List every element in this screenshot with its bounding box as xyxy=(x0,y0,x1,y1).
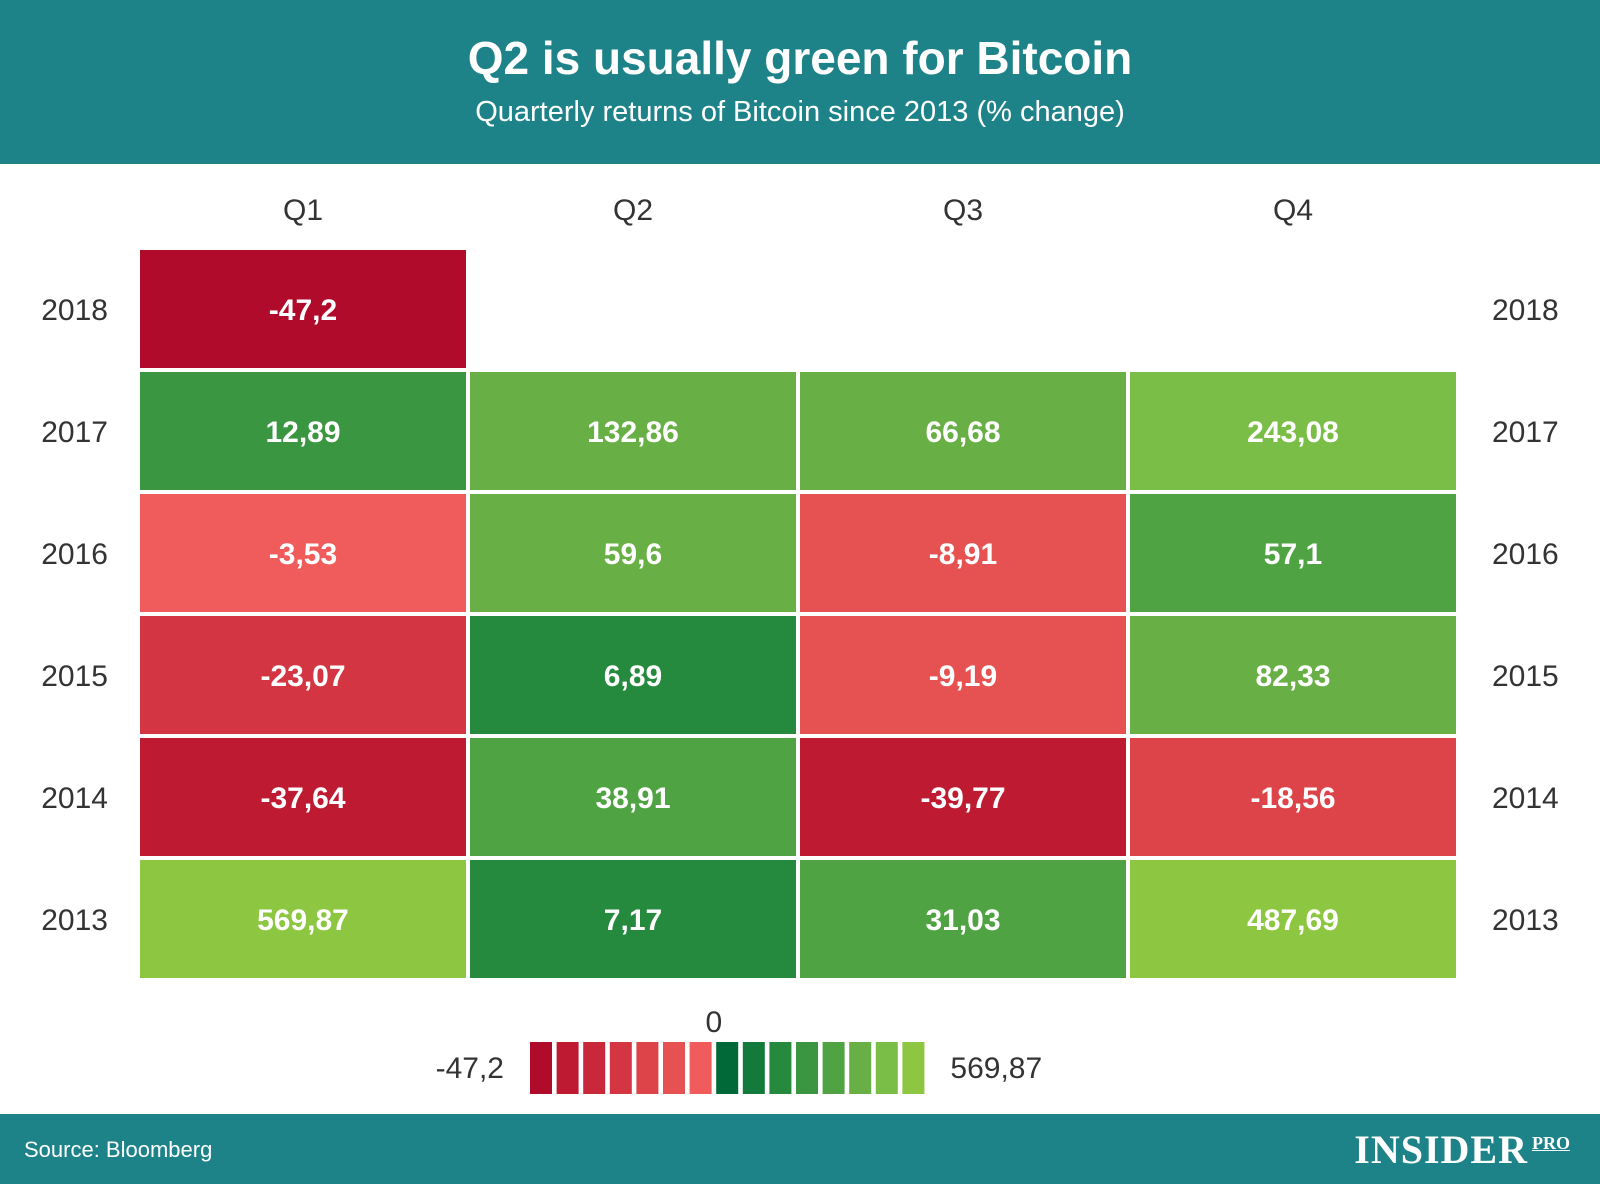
heatmap-cell-2017-q1 xyxy=(140,372,466,490)
legend-swatch xyxy=(609,1042,632,1094)
heatmap-cell-2014-q3 xyxy=(800,738,1126,856)
heatmap-cell-2016-q3 xyxy=(800,494,1126,612)
row-label-left-2013: 2013 xyxy=(41,904,108,937)
row-label-right-2014: 2014 xyxy=(1492,782,1559,815)
cell-value-label: -23,07 xyxy=(260,660,345,693)
heatmap-cell-2015-q2 xyxy=(470,616,796,734)
legend-swatch xyxy=(822,1042,845,1094)
row-label-right-2018: 2018 xyxy=(1492,294,1559,327)
cell-value-label: -39,77 xyxy=(920,782,1005,815)
cell-value-label: 59,6 xyxy=(604,538,662,571)
cell-value-label: 57,1 xyxy=(1264,538,1322,571)
logo-pro-text: PRO xyxy=(1532,1133,1570,1153)
heatmap-cell-2015-q3 xyxy=(800,616,1126,734)
cell-value-label: -9,19 xyxy=(929,660,997,693)
heatmap-cell-2015-q4 xyxy=(1130,616,1456,734)
heatmap-cell-2015-q1 xyxy=(140,616,466,734)
legend-swatch xyxy=(663,1042,685,1094)
heatmap-cell-2017-q4 xyxy=(1130,372,1456,490)
cell-value-label: -8,91 xyxy=(929,538,997,571)
heatmap-cell-2013-q1 xyxy=(140,860,466,978)
year-labels: 2018 2018 2017 2017 2016 2016 2015 2015 2014 2014… xyxy=(41,294,1559,937)
column-header-q4: Q4 xyxy=(1273,194,1313,227)
footer: Source: Bloomberg INSIDER PRO xyxy=(0,1114,1600,1184)
source-note: Source: Bloomberg xyxy=(24,1137,213,1162)
legend-swatch xyxy=(875,1042,898,1094)
cell-value-label: 82,33 xyxy=(1255,660,1330,693)
heatmap-cell-2013-q2 xyxy=(470,860,796,978)
heatmap-cell-2016-q2 xyxy=(470,494,796,612)
cell-value-label: -18,56 xyxy=(1250,782,1335,815)
cell-value-label: 132,86 xyxy=(587,416,679,449)
legend-swatch xyxy=(849,1042,872,1094)
cell-value-label: 12,89 xyxy=(265,416,340,449)
column-header-q3: Q3 xyxy=(943,194,983,227)
cell-value-label: 6,89 xyxy=(604,660,662,693)
cell-value-label: 31,03 xyxy=(925,904,1000,937)
row-label-right-2015: 2015 xyxy=(1492,660,1559,693)
heatmap-cell-2017-q2 xyxy=(470,372,796,490)
row-label-left-2014: 2014 xyxy=(41,782,108,815)
cell-value-label: 7,17 xyxy=(604,904,662,937)
legend-swatch xyxy=(583,1042,606,1094)
heatmap-cell-2017-q3 xyxy=(800,372,1126,490)
column-header-q2: Q2 xyxy=(613,194,653,227)
color-legend: -47,2 569,87 0 xyxy=(436,1006,1042,1094)
heatmap-cell-2014-q1 xyxy=(140,738,466,856)
cell-value-label: -47,2 xyxy=(269,294,337,327)
row-label-left-2018: 2018 xyxy=(41,294,108,327)
cell-value-label: 487,69 xyxy=(1247,904,1339,937)
legend-swatch xyxy=(902,1042,925,1094)
legend-min-label: -47,2 xyxy=(436,1052,504,1085)
legend-zero-label: 0 xyxy=(706,1006,723,1039)
column-header-q1: Q1 xyxy=(283,194,323,227)
cell-value-label: 569,87 xyxy=(257,904,349,937)
cell-value-label: -3,53 xyxy=(269,538,337,571)
header: Q2 is usually green for Bitcoin Quarterl… xyxy=(0,0,1600,164)
chart-subtitle: Quarterly returns of Bitcoin since 2013 … xyxy=(475,96,1125,128)
cell-value-label: 243,08 xyxy=(1247,416,1339,449)
heatmap-cell-2014-q4 xyxy=(1130,738,1456,856)
chart-title: Q2 is usually green for Bitcoin xyxy=(467,32,1133,84)
heatmap-cell-2014-q2 xyxy=(470,738,796,856)
heatmap-cells: -47,2 12,89 132,86 66,68 243,08 -3,53 59,6 -8,9… xyxy=(140,250,1456,978)
heatmap-cell-2016-q4 xyxy=(1130,494,1456,612)
legend-swatch xyxy=(796,1042,818,1094)
row-label-left-2017: 2017 xyxy=(41,416,108,449)
heatmap-cell-2013-q3 xyxy=(800,860,1126,978)
heatmap-cell-2013-q4 xyxy=(1130,860,1456,978)
heatmap-cell-2016-q1 xyxy=(140,494,466,612)
logo-text: INSIDER xyxy=(1354,1127,1528,1172)
legend-max-label: 569,87 xyxy=(950,1052,1042,1085)
cell-value-label: 38,91 xyxy=(595,782,670,815)
legend-swatch xyxy=(769,1042,792,1094)
legend-swatch xyxy=(556,1042,579,1094)
legend-swatch xyxy=(689,1042,712,1094)
cell-value-label: -37,64 xyxy=(260,782,345,815)
legend-swatch xyxy=(530,1042,552,1094)
legend-swatch xyxy=(716,1042,739,1094)
heatmap-cell-2018-q1 xyxy=(140,250,466,368)
row-label-right-2013: 2013 xyxy=(1492,904,1559,937)
legend-swatch xyxy=(742,1042,765,1094)
legend-swatch xyxy=(636,1042,659,1094)
row-label-right-2017: 2017 xyxy=(1492,416,1559,449)
quarter-headers: Q1 Q2 Q3 Q4 xyxy=(283,194,1313,227)
insider-pro-logo: INSIDER PRO xyxy=(1354,1126,1570,1174)
row-label-left-2016: 2016 xyxy=(41,538,108,571)
row-label-left-2015: 2015 xyxy=(41,660,108,693)
cell-value-label: 66,68 xyxy=(925,416,1000,449)
row-label-right-2016: 2016 xyxy=(1492,538,1559,571)
